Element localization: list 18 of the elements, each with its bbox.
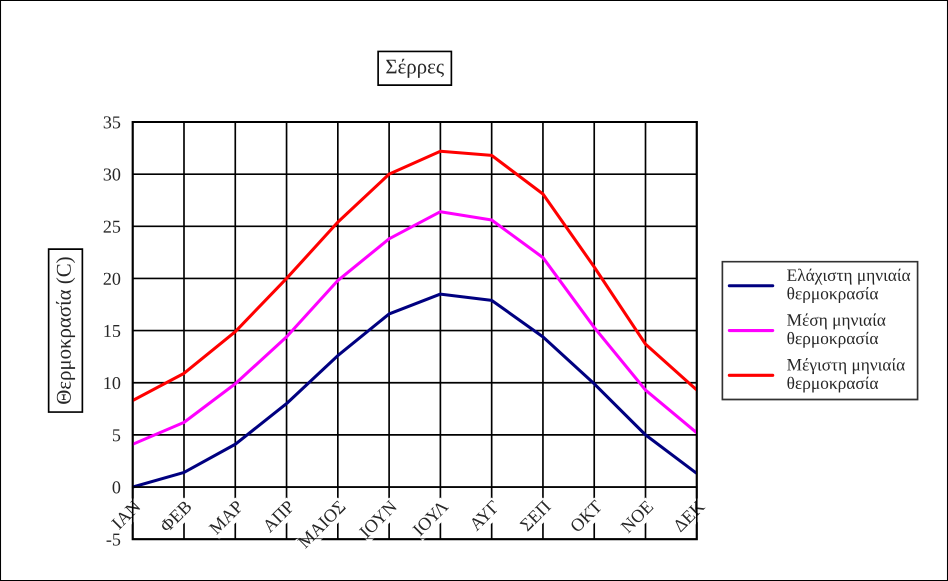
y-tick-label: -5 xyxy=(106,534,120,546)
legend-label: Ελάχιστη μηνιαία θερμοκρασία xyxy=(787,268,910,303)
line-series xyxy=(132,150,697,402)
line-series xyxy=(132,210,697,446)
y-tick-label: 20 xyxy=(104,272,120,285)
x-tick-label: ΦΕΒ xyxy=(159,500,192,533)
y-tick-label: 15 xyxy=(104,324,120,338)
y-tick-label: 25 xyxy=(104,220,120,233)
y-tick-label: 0 xyxy=(112,481,120,494)
y-tick-label: 35 xyxy=(104,116,120,128)
legend-label: Μέση μηνιαία θερμοκρασία xyxy=(787,313,886,348)
y-tick-label: 5 xyxy=(112,429,120,442)
y-tick-label: 30 xyxy=(104,168,120,181)
y-axis-title: Θερμοκρασία (C) xyxy=(56,257,76,404)
legend-label: Μέγιστη μηνιαία θερμοκρασία xyxy=(787,358,905,393)
y-tick-label: 10 xyxy=(104,376,120,390)
chart-title: Σέρρες xyxy=(386,58,444,78)
line-series xyxy=(132,292,697,489)
